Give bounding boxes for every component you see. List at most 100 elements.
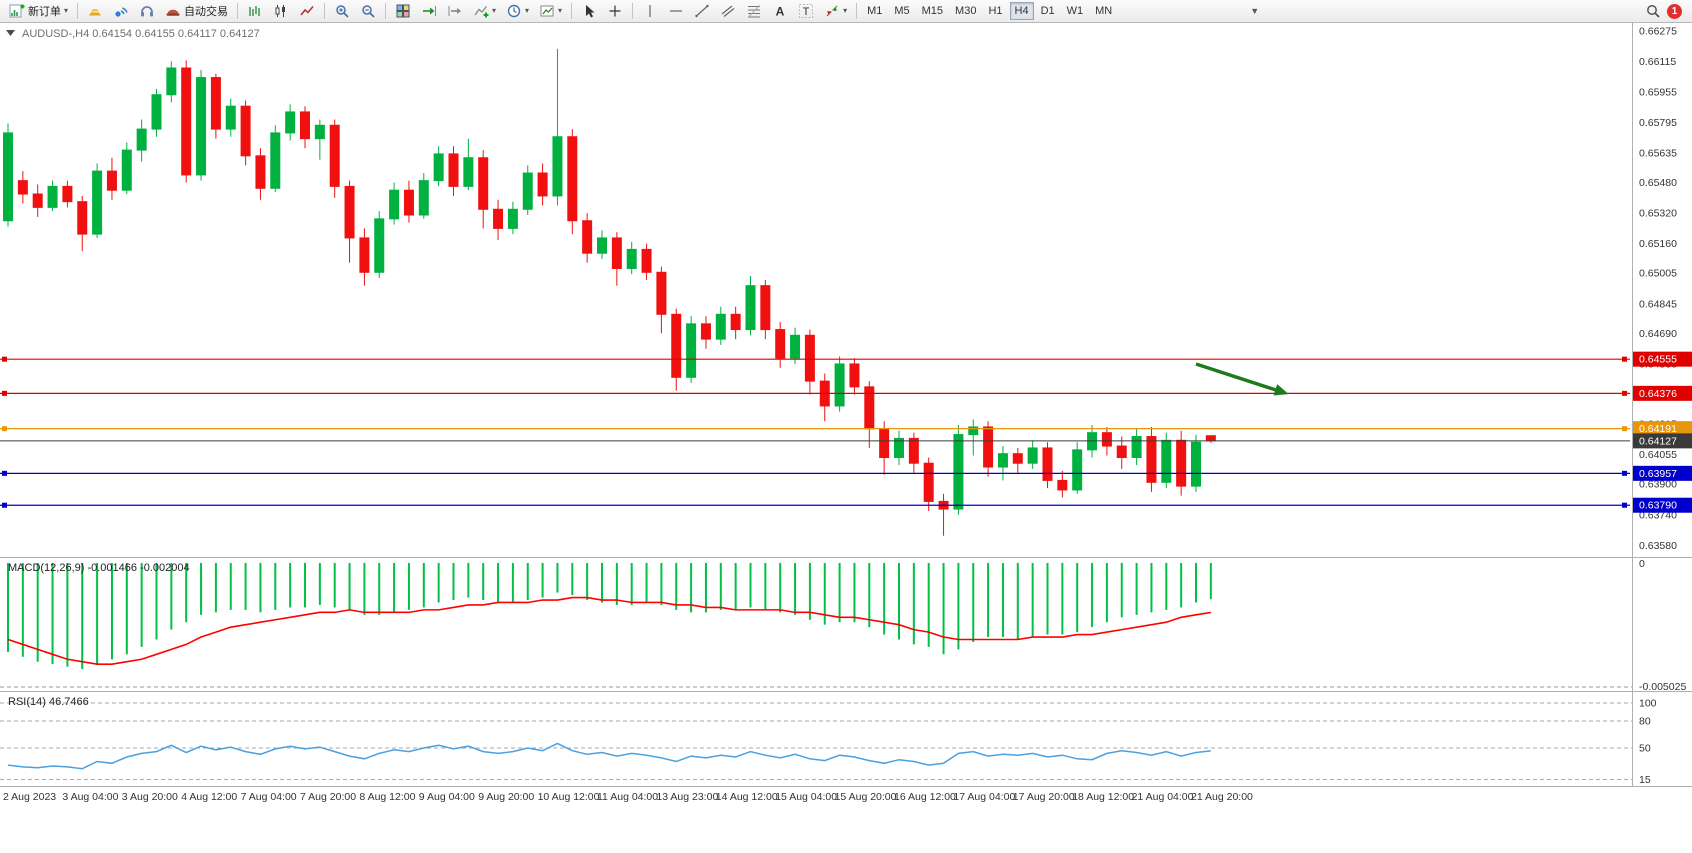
bear-candle bbox=[329, 124, 340, 187]
channel-tool[interactable] bbox=[716, 1, 740, 21]
indicators-button[interactable]: ▾ bbox=[469, 1, 500, 21]
bull-candle bbox=[121, 149, 132, 191]
new-order-button[interactable]: 新订单 ▾ bbox=[5, 1, 72, 21]
collapse-triangle-icon[interactable] bbox=[6, 30, 15, 36]
bull-candle bbox=[997, 453, 1008, 468]
toolbar-right-group: 1 bbox=[1645, 3, 1688, 19]
line-handle[interactable] bbox=[1622, 356, 1627, 362]
bear-candle bbox=[1116, 445, 1127, 458]
timeframe-m30[interactable]: M30 bbox=[950, 2, 981, 20]
tile-windows-button[interactable] bbox=[391, 1, 415, 21]
zoom-out-icon bbox=[362, 5, 375, 18]
bear-candle bbox=[1042, 447, 1053, 481]
price-tick-label: 0.65795 bbox=[1639, 117, 1677, 129]
bull-candle bbox=[1161, 439, 1172, 483]
price-badge-label: 0.64376 bbox=[1639, 388, 1677, 400]
cursor-button[interactable] bbox=[577, 1, 601, 21]
chevron-down-icon: ▾ bbox=[492, 6, 497, 15]
timeframe-m5[interactable]: M5 bbox=[889, 2, 914, 20]
trendline-tool[interactable] bbox=[690, 1, 714, 21]
toolbar-separator bbox=[856, 3, 858, 19]
rsi-label: RSI(14) 46.7466 bbox=[8, 696, 89, 708]
bull-candle bbox=[1131, 435, 1142, 458]
bar-chart-button[interactable] bbox=[243, 1, 267, 21]
gold-deposit-icon bbox=[89, 9, 102, 16]
candlestick-chart-button[interactable] bbox=[269, 1, 293, 21]
line-handle[interactable] bbox=[2, 390, 7, 396]
templates-button[interactable]: ▾ bbox=[535, 1, 566, 21]
horizontal-line-tool[interactable] bbox=[664, 1, 688, 21]
bull-candle bbox=[196, 77, 207, 176]
bear-candle bbox=[240, 105, 251, 157]
chart-shift-button[interactable] bbox=[443, 1, 467, 21]
timeframe-d1[interactable]: D1 bbox=[1036, 2, 1060, 20]
line-handle[interactable] bbox=[1622, 470, 1627, 476]
autotrading-label: 自动交易 bbox=[184, 6, 229, 18]
time-axis[interactable]: 2 Aug 2023 3 Aug 04:00 3 Aug 20:00 4 Aug 12… bbox=[3, 791, 1253, 803]
signals-button[interactable] bbox=[109, 1, 133, 21]
line-handle[interactable] bbox=[2, 426, 7, 432]
zoom-out-button[interactable] bbox=[356, 1, 380, 21]
vertical-line-tool[interactable] bbox=[638, 1, 662, 21]
trend-arrow-head[interactable] bbox=[1273, 384, 1289, 396]
support-button[interactable] bbox=[135, 1, 159, 21]
periods-button[interactable]: ▾ bbox=[502, 1, 533, 21]
line-handle[interactable] bbox=[2, 356, 7, 362]
timeframe-h1[interactable]: H1 bbox=[983, 2, 1007, 20]
bear-candle bbox=[17, 180, 28, 195]
time-label: 16 Aug 12:00 bbox=[894, 791, 956, 803]
price-badge bbox=[1633, 421, 1692, 437]
bull-candle bbox=[151, 94, 162, 130]
label-tool[interactable]: T bbox=[794, 1, 818, 21]
price-badge-label: 0.63957 bbox=[1639, 468, 1677, 480]
line-handle[interactable] bbox=[1622, 390, 1627, 396]
bull-candle bbox=[1027, 447, 1038, 464]
zoom-in-button[interactable] bbox=[330, 1, 354, 21]
line-handle[interactable] bbox=[1622, 502, 1627, 508]
svg-text:A: A bbox=[776, 5, 785, 19]
indicators-icon bbox=[474, 6, 489, 18]
autotrading-hat-icon bbox=[166, 9, 180, 16]
horizontal-lines[interactable] bbox=[0, 356, 1630, 508]
timeframe-m1[interactable]: M1 bbox=[862, 2, 887, 20]
notification-badge[interactable]: 1 bbox=[1667, 3, 1682, 19]
auto-scroll-button[interactable] bbox=[417, 1, 441, 21]
price-axis[interactable]: 0.66275 0.66115 0.65955 0.65795 0.65635 0.654… bbox=[1633, 25, 1692, 552]
rsi-line bbox=[7, 742, 1211, 770]
line-handle[interactable] bbox=[1622, 426, 1627, 432]
line-handle[interactable] bbox=[2, 470, 7, 476]
price-tick-label: 0.65320 bbox=[1639, 208, 1677, 220]
signals-icon bbox=[115, 7, 128, 17]
chevron-down-icon: ▾ bbox=[558, 6, 563, 15]
time-label: 7 Aug 20:00 bbox=[300, 791, 356, 803]
price-tick-label: 0.66115 bbox=[1639, 56, 1676, 68]
timeframe-m15[interactable]: M15 bbox=[917, 2, 948, 20]
bear-candle bbox=[300, 111, 310, 140]
autotrading-button[interactable]: 自动交易 bbox=[161, 1, 232, 21]
timeframe-w1[interactable]: W1 bbox=[1062, 2, 1089, 20]
crosshair-button[interactable] bbox=[603, 1, 627, 21]
arrow-annotation[interactable] bbox=[1195, 362, 1289, 396]
line-handle[interactable] bbox=[2, 502, 7, 508]
bull-candle bbox=[225, 105, 236, 130]
timeframe-h4[interactable]: H4 bbox=[1009, 2, 1034, 20]
arrows-shapes-button[interactable]: ▾ bbox=[820, 1, 851, 21]
search-icon[interactable] bbox=[1645, 3, 1661, 19]
price-tick-label: 0.65955 bbox=[1639, 86, 1677, 98]
timeframe-mn[interactable]: MN bbox=[1090, 2, 1117, 20]
deposit-button[interactable] bbox=[83, 1, 107, 21]
trend-arrow-line[interactable] bbox=[1195, 362, 1283, 394]
toolbar-separator bbox=[77, 3, 79, 19]
bear-candle bbox=[1205, 435, 1216, 442]
bear-candle bbox=[32, 193, 43, 208]
toolbar-overflow-chevron-icon[interactable]: ▼ bbox=[1250, 6, 1260, 16]
bear-candle bbox=[1101, 432, 1112, 447]
bull-candle bbox=[522, 172, 533, 210]
price-tick-label: 0.64845 bbox=[1639, 298, 1677, 310]
line-chart-button[interactable] bbox=[295, 1, 319, 21]
bear-candle bbox=[255, 155, 266, 189]
text-tool[interactable]: A bbox=[768, 1, 792, 21]
fibonacci-tool[interactable] bbox=[742, 1, 766, 21]
bear-candle bbox=[700, 323, 711, 340]
